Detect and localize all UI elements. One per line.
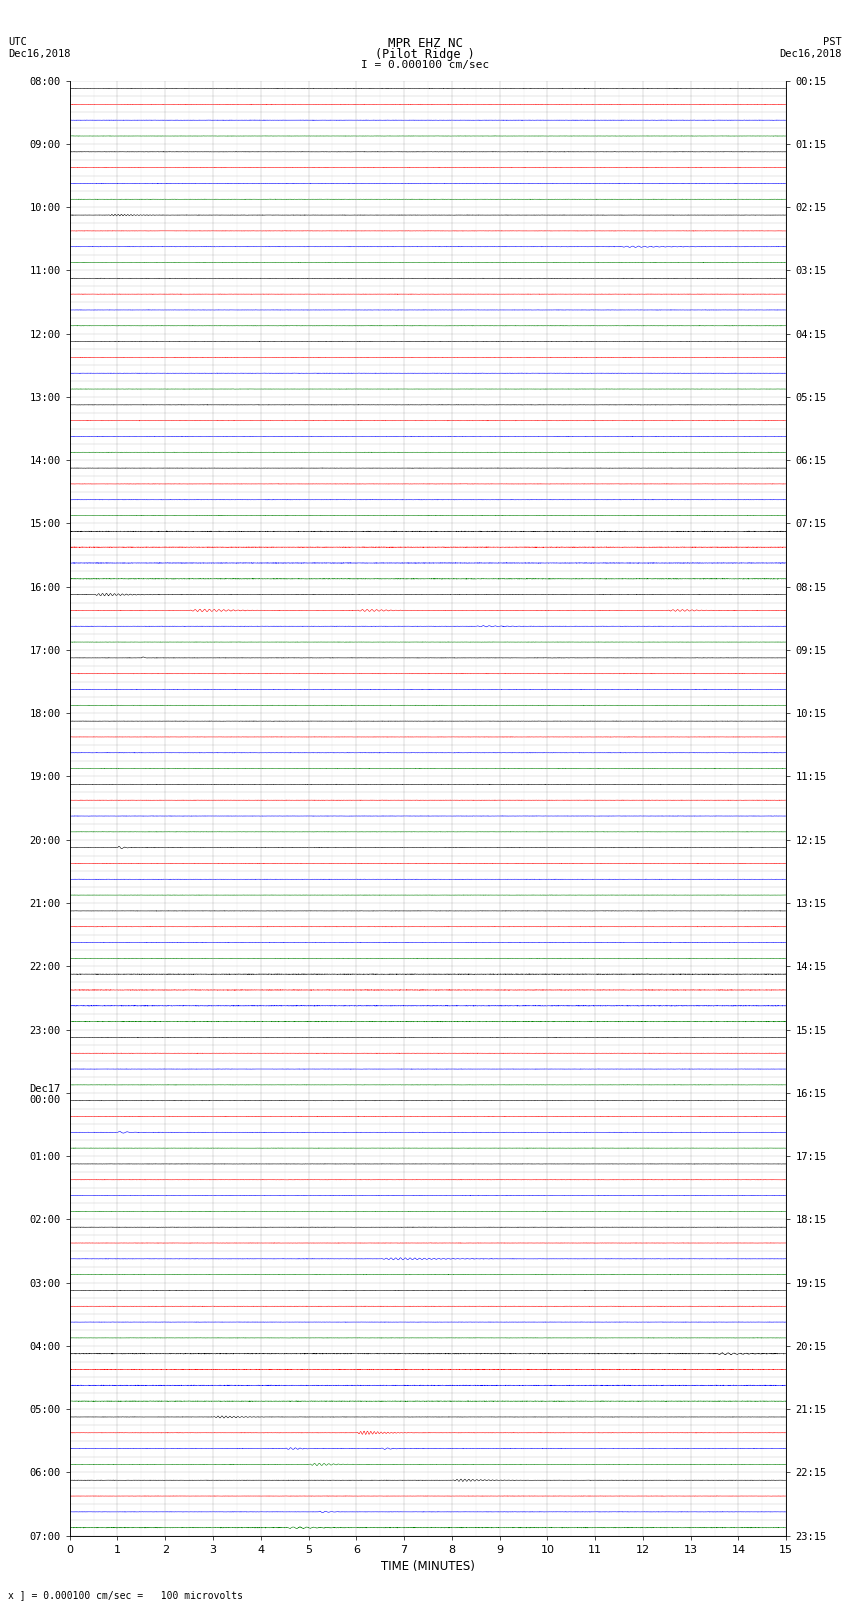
Text: PST
Dec16,2018: PST Dec16,2018	[779, 37, 842, 58]
X-axis label: TIME (MINUTES): TIME (MINUTES)	[381, 1560, 475, 1573]
Text: (Pilot Ridge ): (Pilot Ridge )	[375, 48, 475, 61]
Text: x ] = 0.000100 cm/sec =   100 microvolts: x ] = 0.000100 cm/sec = 100 microvolts	[8, 1590, 243, 1600]
Text: I = 0.000100 cm/sec: I = 0.000100 cm/sec	[361, 60, 489, 69]
Text: UTC
Dec16,2018: UTC Dec16,2018	[8, 37, 71, 58]
Text: MPR EHZ NC: MPR EHZ NC	[388, 37, 462, 50]
